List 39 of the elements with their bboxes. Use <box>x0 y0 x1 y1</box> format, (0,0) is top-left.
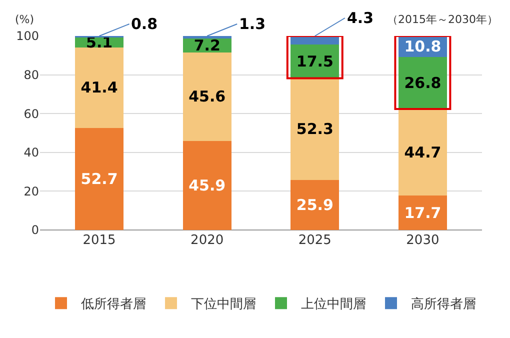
x-tick-label: 2015 <box>82 233 116 248</box>
y-tick-label: 80 <box>24 68 39 82</box>
bar <box>75 47 124 128</box>
data-label: 0.8 <box>131 15 158 33</box>
x-tick-label: 2020 <box>190 233 224 248</box>
data-label: 45.9 <box>188 176 226 194</box>
legend-label: 下位中間層 <box>191 297 256 312</box>
data-label: 17.5 <box>296 52 334 70</box>
data-label: 52.7 <box>80 170 118 188</box>
data-label: 17.7 <box>404 204 442 222</box>
data-label: 4.3 <box>347 9 374 27</box>
data-label: 26.8 <box>404 74 442 92</box>
data-label: 44.7 <box>404 143 442 162</box>
y-tick-label: 20 <box>24 184 39 198</box>
bar <box>398 196 447 230</box>
x-tick-label: 2030 <box>406 233 440 248</box>
data-label: 52.3 <box>296 120 334 138</box>
y-axis-title: (%) <box>15 13 34 26</box>
data-label: 45.6 <box>188 88 226 106</box>
bar <box>290 78 340 180</box>
y-tick-label: 0 <box>31 223 39 238</box>
bar <box>182 52 232 141</box>
bar <box>75 128 124 230</box>
legend-label: 上位中間層 <box>301 297 366 312</box>
data-label: 41.4 <box>80 78 118 97</box>
data-label: 7.2 <box>194 36 220 55</box>
y-tick-label: 40 <box>24 146 39 160</box>
legend-label: 低所得者層 <box>81 297 146 312</box>
data-label: 1.3 <box>239 15 266 33</box>
data-label: 25.9 <box>296 196 334 214</box>
bar <box>182 140 232 230</box>
text: （2015年～2030年） <box>387 13 498 26</box>
x-tick-label: 2025 <box>298 233 332 248</box>
legend-label: 高所得者層 <box>411 296 476 312</box>
data-label: 10.8 <box>404 37 442 56</box>
bar <box>398 108 447 196</box>
y-tick-label: 60 <box>24 106 39 121</box>
y-tick-label: 100 <box>16 29 39 44</box>
bar <box>290 180 340 230</box>
